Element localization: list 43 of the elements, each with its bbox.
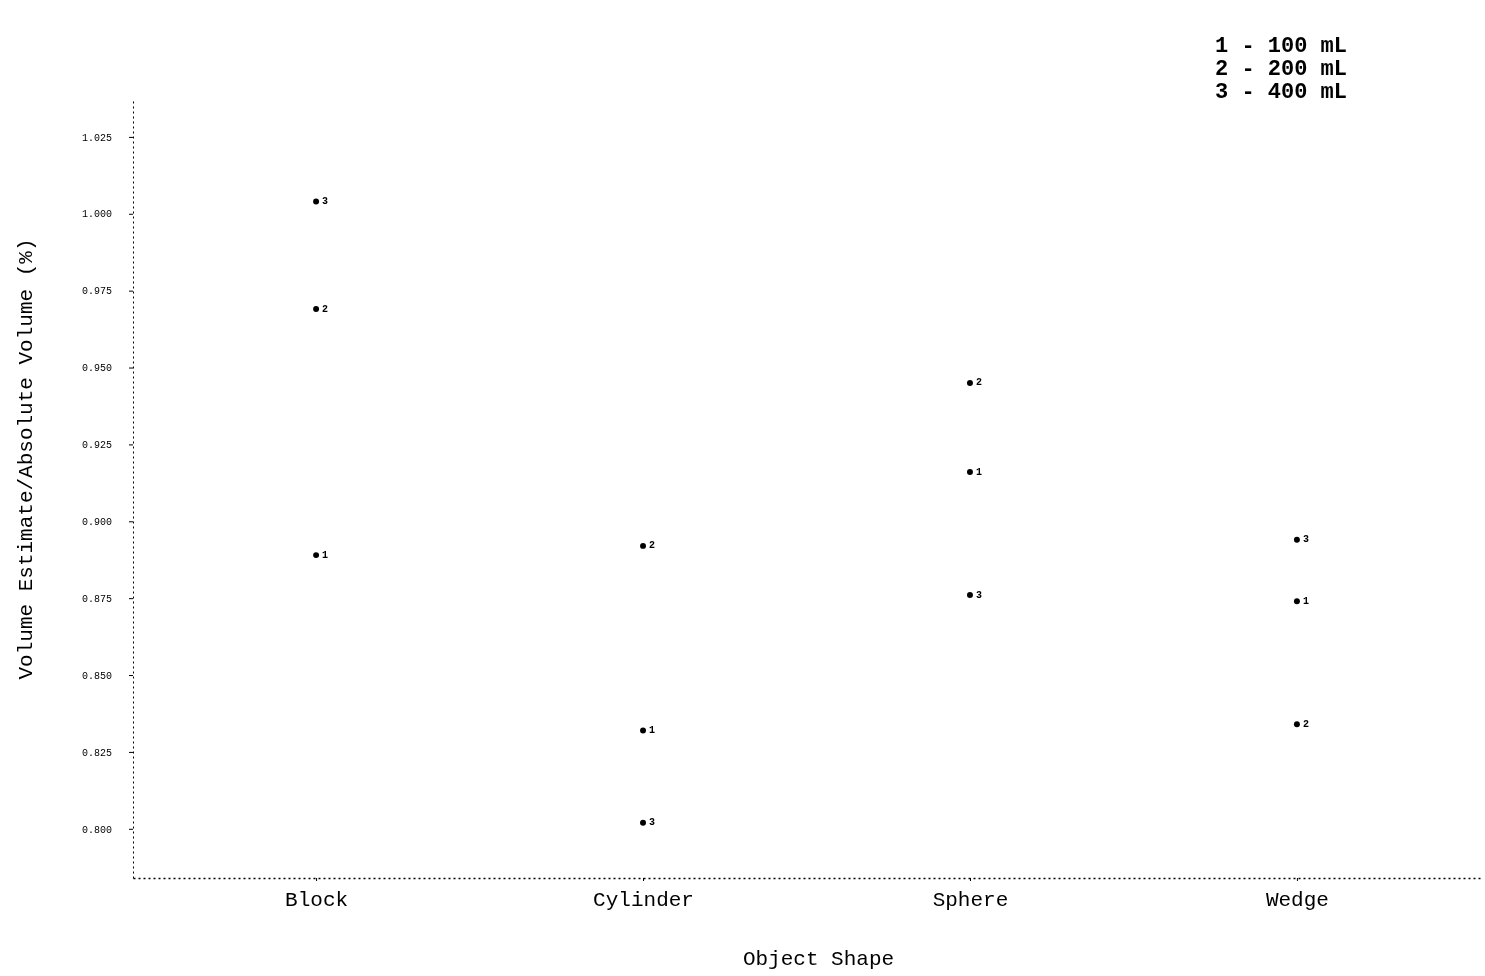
y-tick-label: 0.975: [81, 286, 112, 298]
annotation: 2: [649, 540, 656, 552]
text: 1 - 100 mL: [1215, 34, 1348, 59]
annotation: 1: [975, 466, 982, 478]
point: [1293, 721, 1300, 728]
point: [313, 198, 320, 205]
annotation: 3: [649, 817, 656, 829]
annotation: 1: [1302, 595, 1309, 607]
annotation: 2: [975, 377, 982, 389]
y-axis-title: Volume Estimate/Absolute Volume (%): [15, 238, 38, 680]
y-tick-label: 1.025: [81, 132, 112, 144]
x-axis-title: Object Shape: [742, 948, 895, 971]
annotation: 2: [322, 303, 329, 315]
point: [966, 592, 973, 599]
y-tick-label: 0.900: [81, 516, 112, 528]
y-tick-label: 0.825: [81, 747, 112, 759]
point: [640, 727, 647, 734]
annotation: 1: [322, 549, 329, 561]
annotation: 3: [975, 589, 982, 601]
y-tick-label: 0.950: [81, 363, 112, 375]
point: [966, 379, 973, 386]
point: [640, 819, 647, 826]
y-tick-label: 1.000: [81, 209, 112, 221]
point: [966, 469, 973, 476]
x-tick-label: Cylinder: [593, 889, 694, 912]
point: [313, 306, 320, 313]
y-tick-label: 0.800: [81, 824, 112, 836]
annotation: 3: [1302, 534, 1309, 546]
x-tick-label: Wedge: [1265, 889, 1329, 912]
x-tick-label: Sphere: [932, 889, 1009, 912]
text: 2 - 200 mL: [1215, 57, 1348, 82]
annotation: 1: [649, 724, 656, 736]
y-tick-label: 0.850: [81, 670, 112, 682]
point: [640, 542, 647, 549]
annotation: 3: [322, 195, 329, 207]
point: [313, 552, 320, 559]
annotation: 3 - 400 mL: [1215, 80, 1348, 105]
x-tick-label: Block: [285, 889, 349, 912]
y-tick-label: 0.925: [81, 440, 112, 452]
point: [1293, 598, 1300, 605]
y-tick-label: 0.875: [81, 593, 112, 605]
point: [1293, 536, 1300, 543]
annotation: 2: [1302, 718, 1309, 730]
